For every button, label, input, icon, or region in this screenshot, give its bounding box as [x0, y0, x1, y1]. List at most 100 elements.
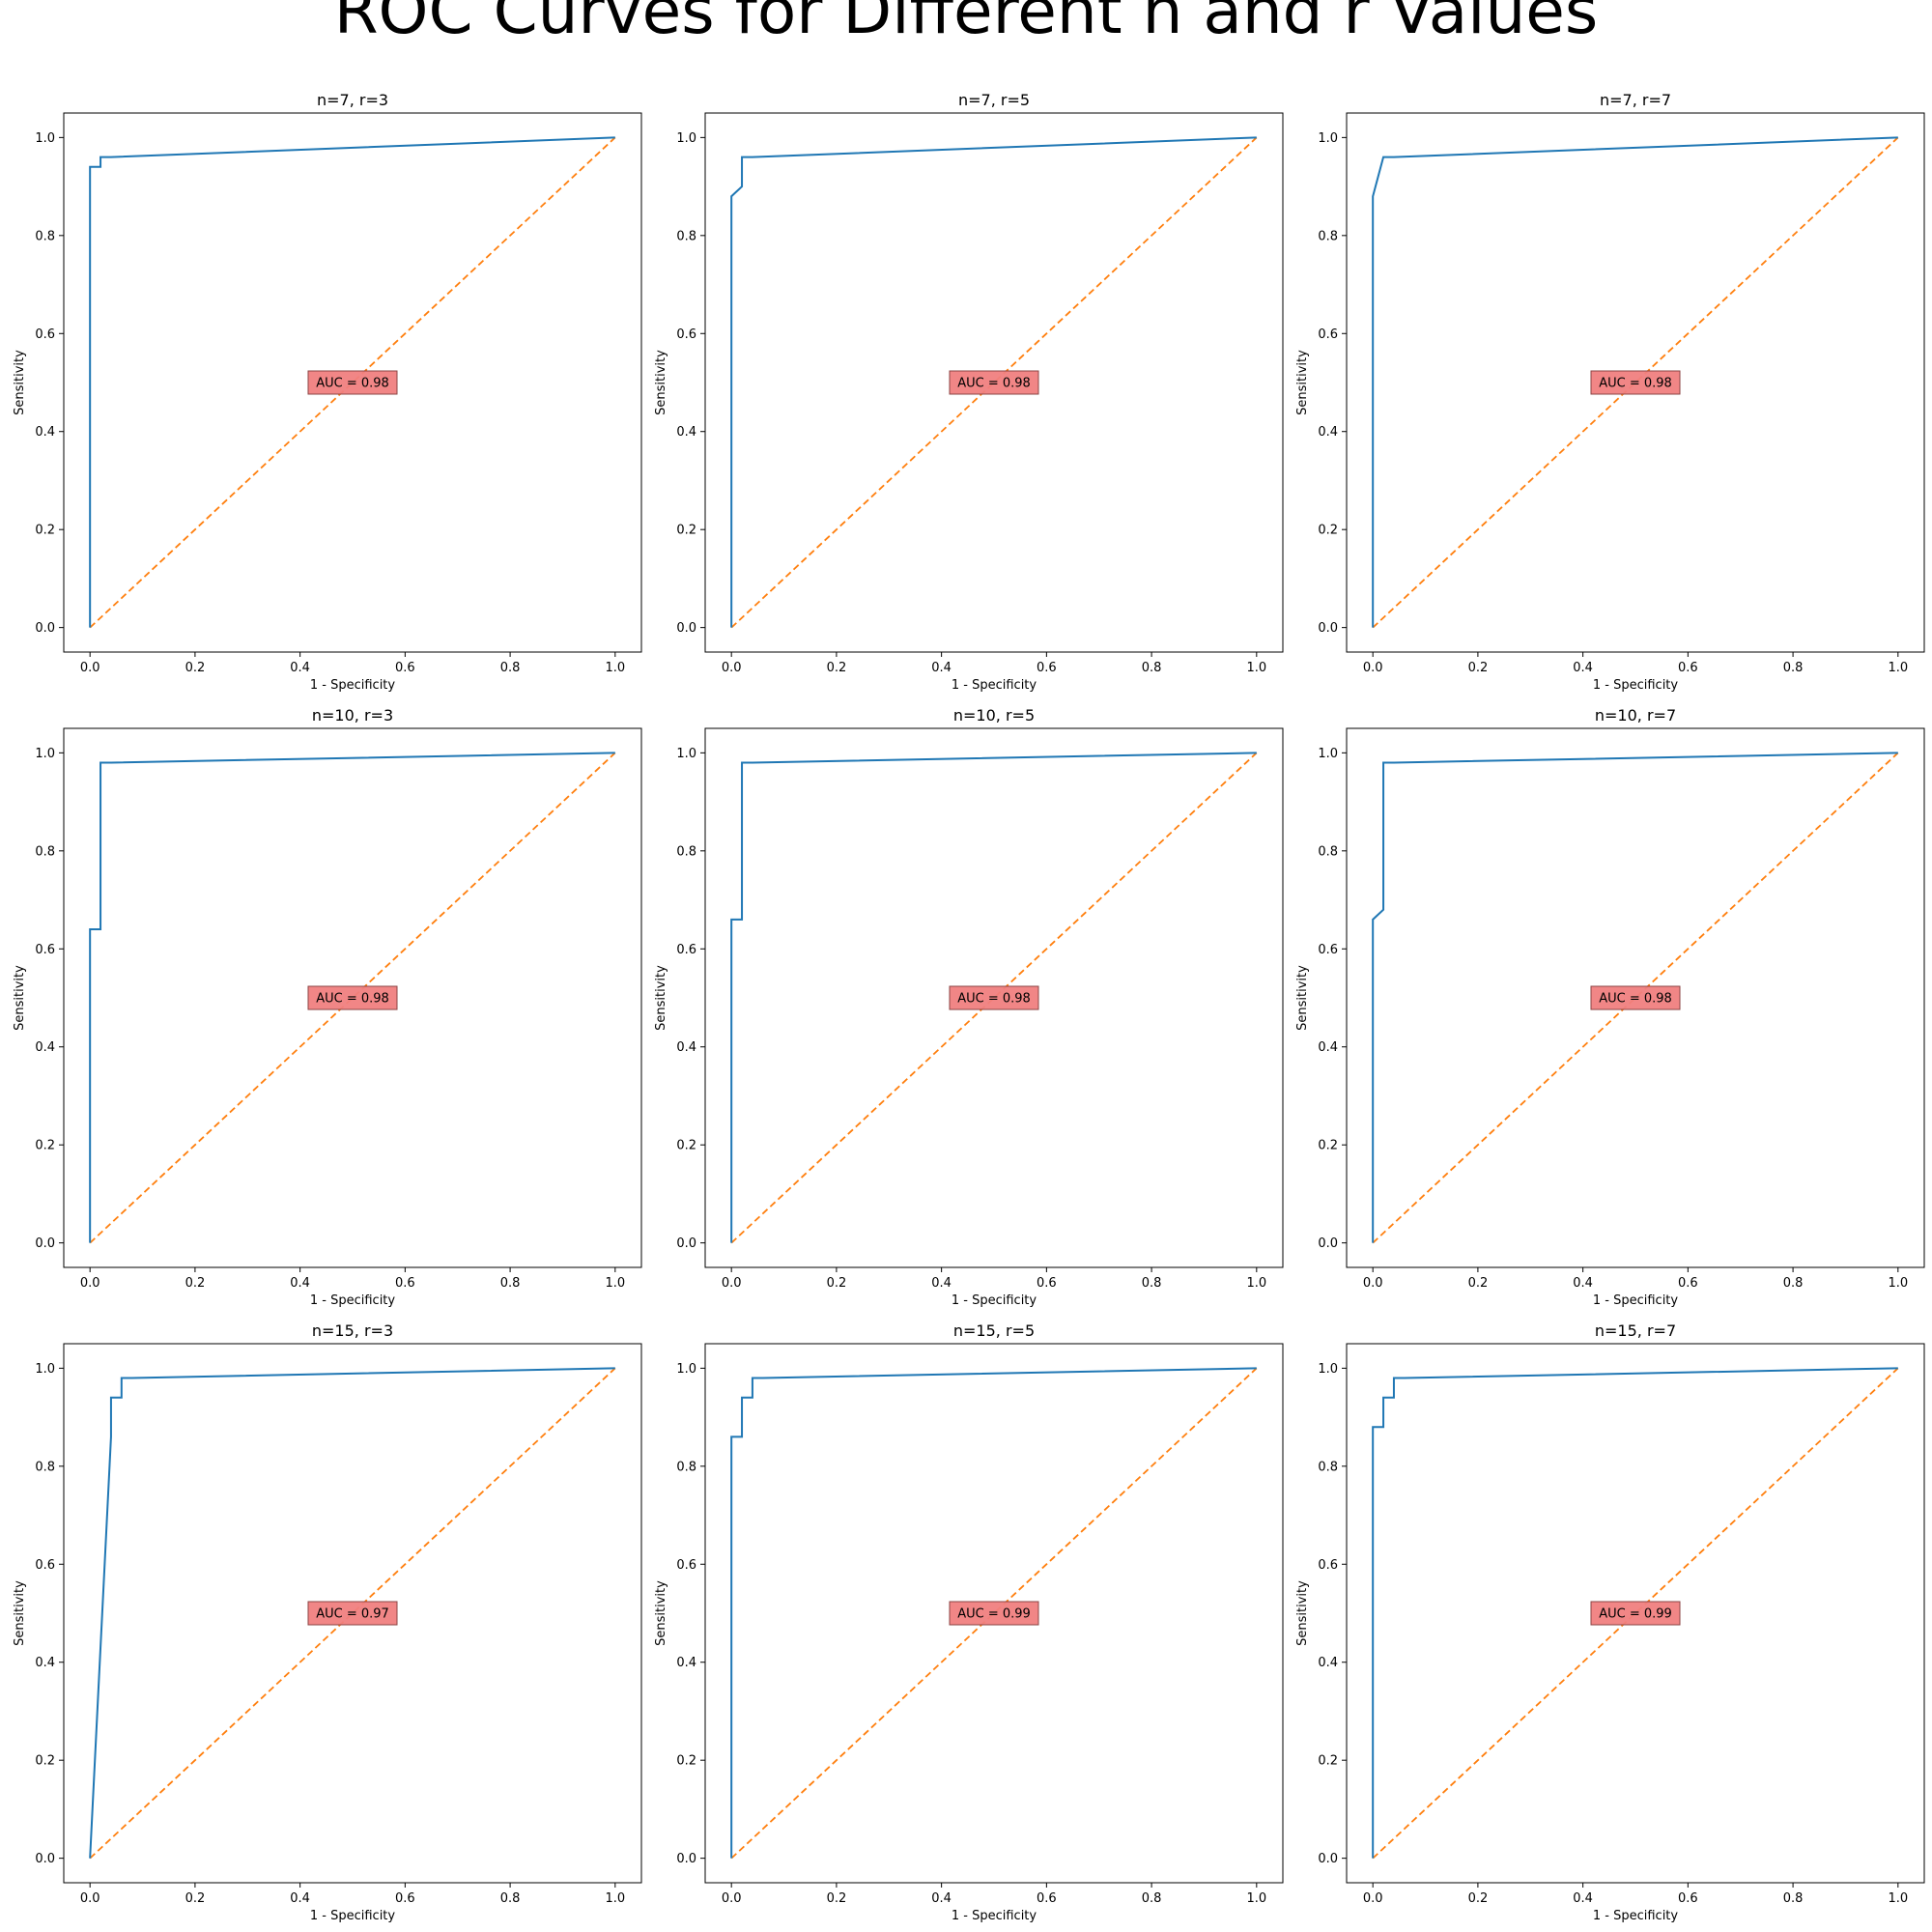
x-tick-label: 0.2 — [1468, 661, 1489, 675]
y-axis-label: Sensitivity — [13, 350, 27, 415]
y-tick-label: 0.0 — [676, 1852, 696, 1866]
diagonal-reference-line — [89, 136, 616, 629]
auc-box — [307, 1601, 398, 1626]
y-tick-label: 0.4 — [676, 425, 696, 440]
roc-curve — [1372, 752, 1898, 1243]
y-tick-label: 0.6 — [1318, 327, 1338, 342]
x-tick-label: 0.4 — [1573, 1276, 1593, 1291]
x-tick-label: 0.2 — [185, 661, 206, 675]
x-axis-label: 1 - Specificity — [310, 1293, 396, 1308]
axes-frame — [704, 727, 1284, 1268]
y-tick-label: 0.2 — [676, 1139, 696, 1153]
axes-frame — [1346, 1343, 1925, 1884]
y-tick-label: 0.8 — [1318, 844, 1338, 859]
y-tick-label: 0.8 — [676, 844, 696, 859]
auc-box — [307, 370, 398, 395]
roc-curve — [89, 752, 615, 1243]
x-tick-label: 0.8 — [1783, 661, 1804, 675]
subplot-8: n=15, r=5 0.0 0.2 0.4 0.6 0.8 1.0 0.0 0.2 0.4 0.6 0… — [654, 1321, 1284, 1923]
subplot-title: n=15, r=3 — [312, 1321, 393, 1340]
y-tick-label: 0.6 — [35, 1558, 55, 1573]
auc-box — [949, 1601, 1039, 1626]
y-axis-label: Sensitivity — [1295, 350, 1310, 415]
auc-label: AUC = 0.99 — [957, 1607, 1031, 1622]
subplot-4: n=10, r=3 0.0 0.2 0.4 0.6 0.8 1.0 0.0 0.2 0.4 0.6 0… — [13, 706, 642, 1308]
y-axis-label: Sensitivity — [1295, 965, 1310, 1031]
y-tick-label: 0.0 — [35, 621, 55, 636]
y-tick-label: 0.6 — [1318, 943, 1338, 957]
auc-label: AUC = 0.98 — [1599, 992, 1672, 1007]
roc-curve — [89, 1367, 615, 1859]
x-axis-label: 1 - Specificity — [310, 1909, 396, 1923]
y-tick-label: 0.8 — [35, 229, 55, 243]
subplot-title: n=10, r=7 — [1595, 706, 1676, 724]
y-tick-label: 1.0 — [1318, 747, 1338, 761]
y-tick-label: 0.4 — [676, 1656, 696, 1670]
y-tick-label: 0.2 — [676, 524, 696, 538]
y-tick-label: 1.0 — [35, 747, 55, 761]
y-tick-label: 0.4 — [1318, 425, 1338, 440]
y-tick-label: 1.0 — [35, 131, 55, 146]
diagonal-reference-line — [89, 752, 616, 1244]
y-tick-label: 0.4 — [676, 1040, 696, 1055]
x-tick-label: 0.0 — [1363, 661, 1383, 675]
x-tick-label: 1.0 — [1246, 1276, 1266, 1291]
x-tick-label: 0.6 — [1678, 1891, 1698, 1906]
auc-box — [1590, 370, 1681, 395]
diagonal-reference-line — [730, 1367, 1258, 1860]
y-tick-label: 0.8 — [676, 229, 696, 243]
subplot-5: n=10, r=5 0.0 0.2 0.4 0.6 0.8 1.0 0.0 0.2 0.4 0.6 0… — [654, 706, 1284, 1308]
subplot-title: n=15, r=7 — [1595, 1321, 1676, 1340]
y-tick-label: 0.8 — [35, 1460, 55, 1474]
x-tick-label: 0.0 — [80, 1891, 100, 1906]
y-tick-label: 1.0 — [1318, 1362, 1338, 1377]
y-tick-label: 1.0 — [1318, 131, 1338, 146]
x-tick-label: 0.8 — [1142, 1891, 1162, 1906]
x-axis-label: 1 - Specificity — [1593, 678, 1679, 693]
roc-curve — [1372, 1367, 1898, 1859]
auc-label: AUC = 0.98 — [1599, 377, 1672, 391]
y-tick-label: 0.6 — [676, 943, 696, 957]
y-axis-label: Sensitivity — [654, 965, 668, 1031]
subplot-7: n=15, r=3 0.0 0.2 0.4 0.6 0.8 1.0 0.0 0.2 0.4 0.6 0… — [13, 1321, 642, 1923]
x-tick-label: 1.0 — [1246, 1891, 1266, 1906]
auc-box — [1590, 1601, 1681, 1626]
x-tick-label: 0.0 — [722, 1276, 742, 1291]
x-tick-label: 0.8 — [1142, 661, 1162, 675]
y-tick-label: 0.0 — [1318, 1852, 1338, 1866]
x-tick-label: 0.6 — [1037, 1276, 1057, 1291]
subplot-title: n=7, r=5 — [958, 91, 1030, 109]
diagonal-reference-line — [1372, 1367, 1899, 1860]
x-tick-label: 0.6 — [395, 1891, 415, 1906]
auc-label: AUC = 0.99 — [1599, 1607, 1672, 1622]
y-tick-label: 0.6 — [1318, 1558, 1338, 1573]
x-axis-label: 1 - Specificity — [1593, 1293, 1679, 1308]
x-axis-label: 1 - Specificity — [310, 678, 396, 693]
diagonal-reference-line — [1372, 752, 1899, 1244]
x-tick-label: 0.8 — [1783, 1276, 1804, 1291]
y-tick-label: 0.0 — [676, 1236, 696, 1251]
x-tick-label: 0.0 — [80, 1276, 100, 1291]
y-tick-label: 0.4 — [35, 1656, 55, 1670]
subplot-title: n=15, r=5 — [953, 1321, 1035, 1340]
y-tick-label: 0.2 — [1318, 1754, 1338, 1769]
x-tick-label: 0.0 — [1363, 1891, 1383, 1906]
x-tick-label: 0.2 — [185, 1276, 206, 1291]
x-tick-label: 0.4 — [290, 1891, 310, 1906]
y-tick-label: 0.2 — [1318, 524, 1338, 538]
auc-box — [1590, 985, 1681, 1010]
auc-label: AUC = 0.97 — [316, 1607, 389, 1622]
y-tick-label: 0.4 — [1318, 1040, 1338, 1055]
y-axis-label: Sensitivity — [13, 965, 27, 1031]
x-tick-label: 0.8 — [500, 661, 521, 675]
subplot-title: n=10, r=5 — [953, 706, 1035, 724]
x-tick-label: 0.2 — [1468, 1891, 1489, 1906]
subplot-title: n=10, r=3 — [312, 706, 393, 724]
auc-box — [949, 370, 1039, 395]
x-tick-label: 0.4 — [931, 1891, 952, 1906]
subplot-title: n=7, r=3 — [317, 91, 388, 109]
subplot-title: n=7, r=7 — [1600, 91, 1671, 109]
subplot-1: n=7, r=3 0.0 0.2 0.4 0.6 0.8 1.0 0.0 0.2 0.4 0.6 0.… — [13, 91, 642, 693]
x-tick-label: 0.8 — [500, 1276, 521, 1291]
